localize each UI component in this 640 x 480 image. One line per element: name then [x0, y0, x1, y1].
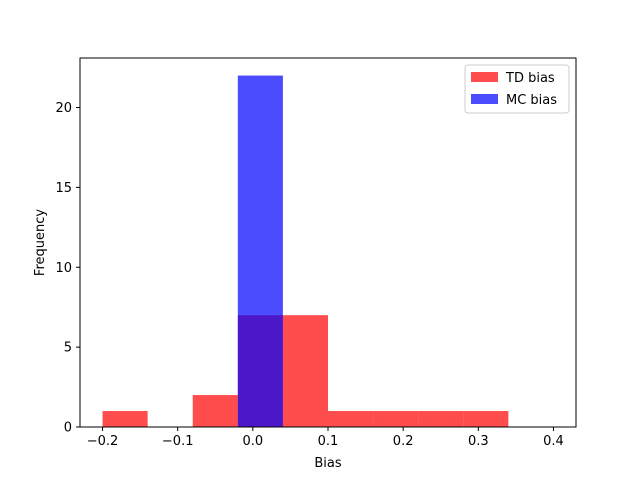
y-axis-label: Frequency	[33, 209, 48, 276]
legend: TD bias MC bias	[464, 64, 570, 114]
legend-label-mc-bias: MC bias	[506, 93, 557, 108]
legend-label-td-bias: TD bias	[505, 71, 555, 86]
legend-swatch-mc-bias	[471, 94, 498, 104]
y-tick-label: 5	[64, 341, 72, 356]
x-tick-label: 0.4	[543, 434, 564, 449]
x-tick-label: 0.1	[318, 434, 339, 449]
y-tick-label: 10	[55, 261, 72, 276]
x-tick-label: −0.1	[162, 434, 194, 449]
x-axis-label: Bias	[314, 456, 341, 471]
td-bias-bar-2	[192, 395, 238, 427]
y-tick-label: 0	[64, 421, 72, 436]
td-bias-bar-0	[102, 411, 148, 427]
bars-layer	[102, 75, 509, 428]
td-bias-bar-4	[282, 315, 328, 427]
mc-bias-bar-0	[237, 75, 283, 428]
x-tick-label: −0.2	[87, 434, 119, 449]
y-tick-label: 20	[55, 101, 72, 116]
td-bias-bar-5	[328, 411, 374, 427]
td-bias-bar-6	[373, 411, 419, 427]
x-tick-label: 0.2	[393, 434, 414, 449]
legend-swatch-td-bias	[471, 72, 498, 82]
x-tick-label: 0.3	[468, 434, 489, 449]
y-tick-label: 15	[55, 181, 72, 196]
y-axis-ticks: 0 5 10 15 20	[55, 101, 80, 436]
x-axis-ticks: −0.2 −0.1 0.0 0.1 0.2 0.3 0.4	[87, 427, 564, 449]
td-bias-bar-7	[418, 411, 464, 427]
x-tick-label: 0.0	[243, 434, 264, 449]
td-bias-bar-8	[463, 411, 509, 427]
